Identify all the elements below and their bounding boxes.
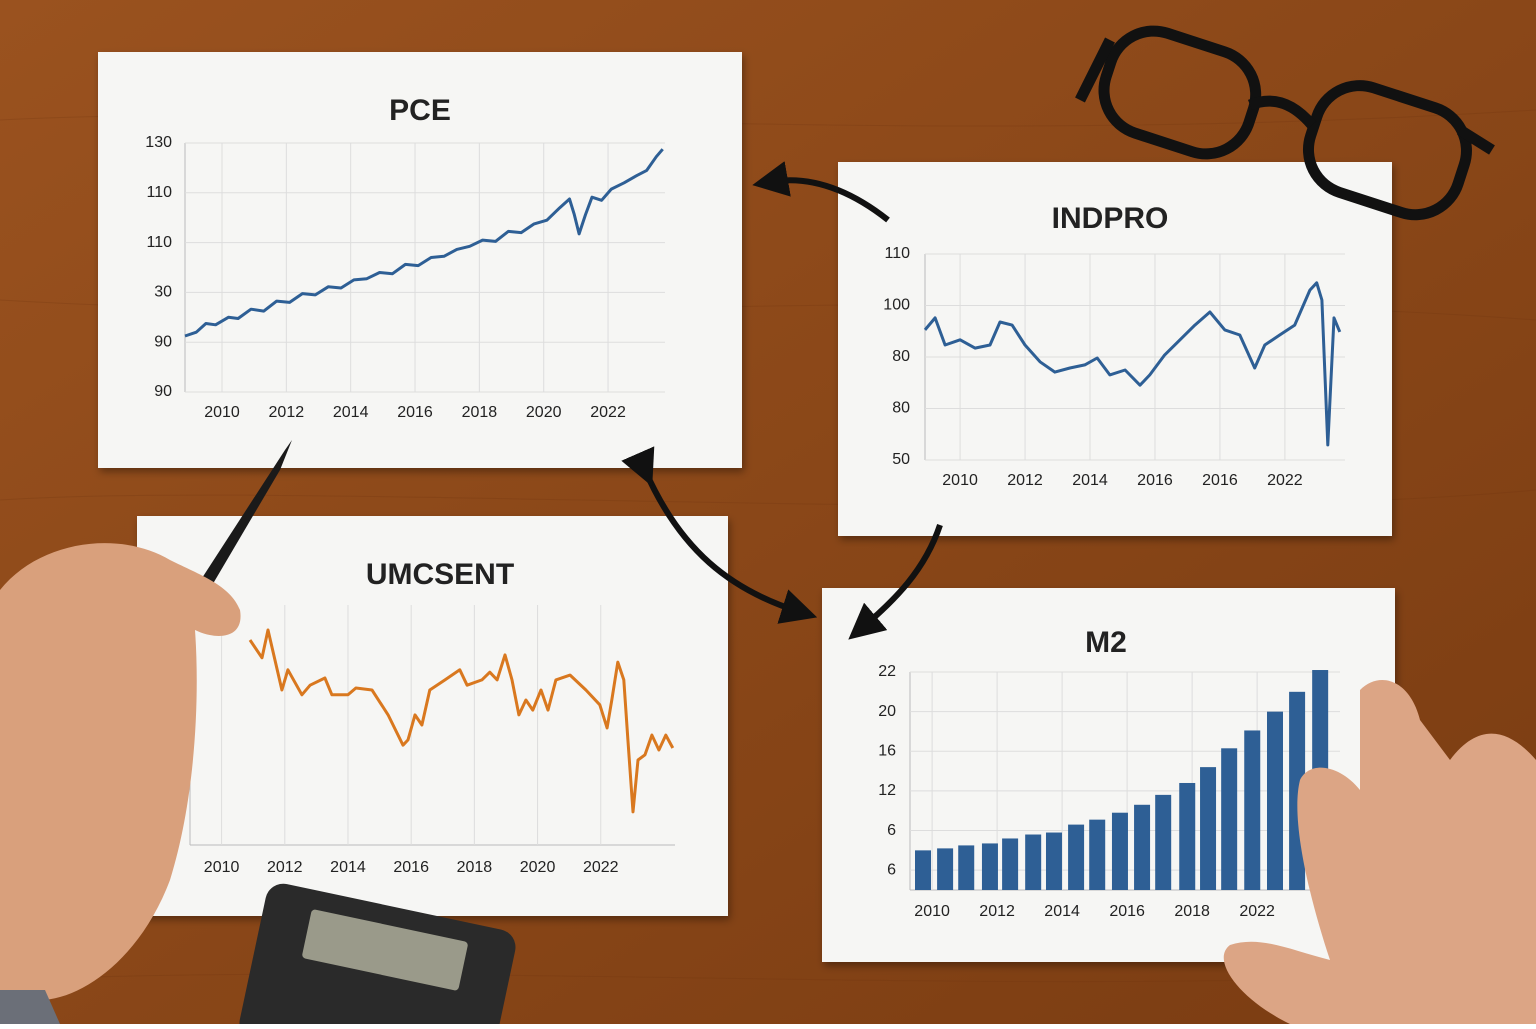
y-tick-label: 22: [878, 663, 896, 680]
y-tick-label: 110: [884, 245, 910, 262]
x-tick-label: 2014: [333, 404, 369, 421]
bar: [1244, 730, 1261, 890]
data-line: [923, 281, 1342, 447]
x-tick-label: 2022: [583, 859, 619, 876]
y-tick-label: 80: [892, 400, 910, 417]
calculator: [239, 883, 516, 1029]
card: [98, 52, 742, 468]
x-tick-label: 2022: [590, 404, 626, 421]
x-tick-label: 2010: [914, 903, 950, 920]
bar: [958, 845, 975, 890]
chart-title: PCE: [389, 94, 451, 127]
card: [838, 162, 1392, 536]
x-tick-label: 2018: [462, 404, 498, 421]
x-tick-label: 2022: [1267, 472, 1303, 489]
x-tick-label: 2010: [942, 472, 978, 489]
glasses: [1075, 25, 1495, 221]
x-tick-label: 2014: [1072, 472, 1108, 489]
x-tick-label: 2014: [330, 859, 366, 876]
calculator-screen: [302, 909, 468, 991]
x-tick-label: 2012: [979, 903, 1015, 920]
chart-title: M2: [1085, 626, 1127, 659]
y-tick-label: 12: [878, 782, 896, 799]
data-line: [248, 628, 675, 814]
lens: [1302, 80, 1472, 221]
y-tick-label: 110: [146, 234, 172, 251]
bar: [1089, 819, 1106, 890]
arrows: [621, 161, 943, 640]
x-tick-label: 2016: [1202, 472, 1238, 489]
y-tick-label: 30: [154, 284, 172, 301]
arrow: [621, 446, 818, 624]
x-tick-label: 2016: [1137, 472, 1173, 489]
y-tick-label: 20: [878, 703, 896, 720]
right-hand: [1223, 680, 1536, 1024]
lens: [1098, 25, 1262, 160]
bar: [1266, 711, 1283, 890]
y-tick-label: 50: [892, 451, 910, 468]
x-tick-label: 2014: [1044, 903, 1080, 920]
bar: [1111, 812, 1128, 890]
x-tick-label: 2012: [267, 859, 303, 876]
bar: [1025, 834, 1042, 890]
hand: [0, 543, 241, 1000]
y-tick-label: 110: [146, 184, 172, 201]
bar: [937, 848, 954, 890]
bar: [1068, 824, 1085, 890]
chart-title: INDPRO: [1052, 202, 1169, 235]
arrow: [752, 161, 890, 223]
y-tick-label: 6: [887, 822, 896, 839]
y-tick-label: 100: [883, 297, 910, 314]
bridge: [1247, 95, 1317, 129]
bar: [981, 843, 998, 890]
x-tick-label: 2012: [269, 404, 305, 421]
x-tick-label: 2012: [1007, 472, 1043, 489]
bar: [915, 850, 932, 890]
bar: [1045, 832, 1062, 890]
x-tick-label: 2018: [1174, 903, 1210, 920]
data-line: [184, 148, 664, 338]
x-tick-label: 2010: [204, 859, 240, 876]
y-tick-label: 16: [878, 742, 896, 759]
left-hand: [0, 440, 292, 1024]
sleeve: [0, 990, 60, 1024]
x-tick-label: 2016: [1109, 903, 1145, 920]
y-tick-label: 90: [154, 333, 172, 350]
temple: [1075, 37, 1495, 155]
chart-title: UMCSENT: [366, 558, 514, 591]
arrow: [848, 524, 943, 640]
x-tick-label: 2022: [1239, 903, 1275, 920]
bar: [1221, 748, 1238, 890]
y-tick-label: 6: [887, 861, 896, 878]
bar: [1134, 804, 1151, 890]
hand: [1223, 680, 1536, 1024]
bar: [1155, 794, 1172, 890]
y-tick-label: 130: [145, 134, 172, 151]
x-tick-label: 2020: [520, 859, 556, 876]
y-tick-label: 80: [892, 348, 910, 365]
bar: [1179, 782, 1196, 890]
x-tick-label: 2010: [204, 404, 240, 421]
x-tick-label: 2016: [397, 404, 433, 421]
x-tick-label: 2016: [393, 859, 429, 876]
cards: [98, 52, 1395, 962]
bar: [1002, 838, 1019, 890]
x-tick-label: 2018: [457, 859, 493, 876]
bar: [1200, 767, 1217, 890]
y-tick-label: 90: [154, 383, 172, 400]
x-tick-label: 2020: [526, 404, 562, 421]
